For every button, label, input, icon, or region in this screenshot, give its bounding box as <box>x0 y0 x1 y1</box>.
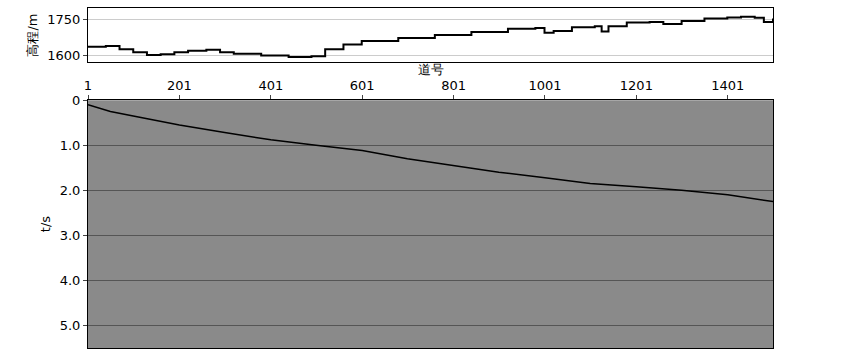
svg-text:1750: 1750 <box>47 12 80 27</box>
svg-text:5.0: 5.0 <box>60 318 81 333</box>
svg-text:t/s: t/s <box>38 216 53 232</box>
svg-text:3.0: 3.0 <box>60 228 81 243</box>
svg-text:1.0: 1.0 <box>60 138 81 153</box>
svg-text:1001: 1001 <box>528 78 561 93</box>
svg-text:高程/m: 高程/m <box>25 14 40 57</box>
svg-text:0: 0 <box>72 93 80 108</box>
svg-text:601: 601 <box>350 78 375 93</box>
svg-text:道号: 道号 <box>418 62 444 77</box>
svg-text:4.0: 4.0 <box>60 273 81 288</box>
svg-text:2.0: 2.0 <box>60 183 81 198</box>
svg-text:1201: 1201 <box>620 78 653 93</box>
svg-text:401: 401 <box>258 78 283 93</box>
svg-text:1600: 1600 <box>47 48 80 63</box>
svg-text:1401: 1401 <box>711 78 744 93</box>
svg-text:1: 1 <box>84 78 92 93</box>
svg-text:801: 801 <box>441 78 466 93</box>
svg-text:201: 201 <box>167 78 192 93</box>
